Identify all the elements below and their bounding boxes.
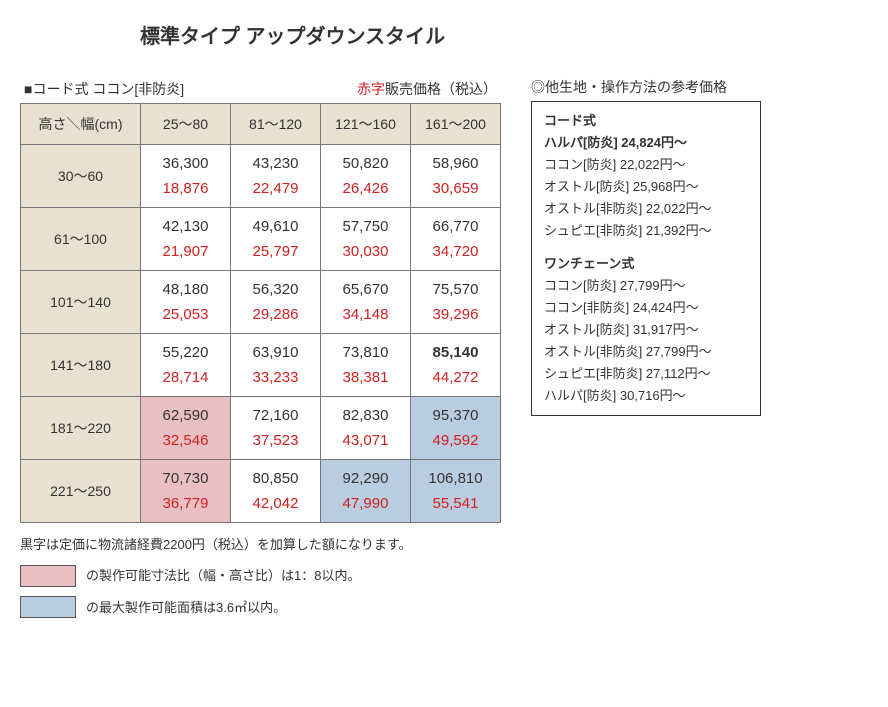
reference-box: コード式ハルパ[防炎] 24,824円～ ココン[防炎] 22,022円～ オス… [531, 101, 761, 416]
price-cell-black: 70,730 [141, 460, 231, 492]
row-header: 30～60 [21, 145, 141, 208]
row-header: 101～140 [21, 271, 141, 334]
price-cell-red: 21,907 [141, 239, 231, 271]
row-header: 141～180 [21, 334, 141, 397]
price-cell-red: 44,272 [411, 365, 501, 397]
col-header: 25～80 [141, 104, 231, 145]
price-cell-red: 36,779 [141, 491, 231, 523]
price-cell-black: 50,820 [321, 145, 411, 177]
price-cell-red: 32,546 [141, 428, 231, 460]
price-cell-red: 30,030 [321, 239, 411, 271]
price-cell-red: 22,479 [231, 176, 321, 208]
legend-swatch-pink [20, 565, 76, 587]
footnote: 黒字は定価に物流諸経費2200円（税込）を加算した額になります。 [20, 533, 501, 556]
price-cell-black: 66,770 [411, 208, 501, 240]
price-cell-black: 56,320 [231, 271, 321, 303]
col-header: 121～160 [321, 104, 411, 145]
ref-item: ハルパ[防炎] 24,824円～ [544, 132, 748, 154]
price-cell-red: 26,426 [321, 176, 411, 208]
price-cell-red: 25,797 [231, 239, 321, 271]
ref-item: オストル[非防炎] 27,799円～ [544, 341, 748, 363]
price-cell-black: 57,750 [321, 208, 411, 240]
row-header: 221～250 [21, 460, 141, 523]
price-cell-red: 33,233 [231, 365, 321, 397]
legend-blue-row: の最大製作可能面積は3.6㎡以内。 [20, 596, 501, 619]
price-cell-red: 34,720 [411, 239, 501, 271]
table-row: 221～25070,73080,85092,290106,810 [21, 460, 501, 492]
price-table: 高さ＼幅(cm) 25～80 81～120 121～160 161～200 30… [20, 103, 501, 523]
table-row: 141～18055,22063,91073,81085,140 [21, 334, 501, 366]
table-row: 181～22062,59072,16082,83095,370 [21, 397, 501, 429]
table-row: 30～6036,30043,23050,82058,960 [21, 145, 501, 177]
table-row: 61～10042,13049,61057,75066,770 [21, 208, 501, 240]
price-cell-red: 39,296 [411, 302, 501, 334]
price-cell-red: 49,592 [411, 428, 501, 460]
ref-group-head: ワンチェーン式 [544, 253, 748, 275]
price-cell-black: 106,810 [411, 460, 501, 492]
ref-item: オストル[非防炎] 22,022円～ [544, 198, 748, 220]
ref-item: ハルパ[防炎] 30,716円～ [544, 385, 748, 407]
reference-title: ◎他生地・操作方法の参考価格 [531, 77, 761, 97]
price-cell-black: 85,140 [411, 334, 501, 366]
legend-blue-text: の最大製作可能面積は3.6㎡以内。 [86, 596, 286, 619]
ref-item: ココン[防炎] 27,799円～ [544, 275, 748, 297]
ref-item: オストル[防炎] 31,917円～ [544, 319, 748, 341]
price-cell-black: 55,220 [141, 334, 231, 366]
ref-item: ココン[防炎] 22,022円～ [544, 154, 748, 176]
price-cell-red: 55,541 [411, 491, 501, 523]
price-cell-red: 28,714 [141, 365, 231, 397]
price-cell-black: 63,910 [231, 334, 321, 366]
price-cell-black: 82,830 [321, 397, 411, 429]
price-cell-black: 95,370 [411, 397, 501, 429]
page-title: 標準タイプ アップダウンスタイル [140, 20, 868, 49]
ref-item: シュピエ[非防炎] 27,112円～ [544, 363, 748, 385]
legend-pink-text: の製作可能寸法比（幅・高さ比）は1：8以内。 [86, 564, 360, 587]
price-cell-red: 30,659 [411, 176, 501, 208]
price-cell-red: 34,148 [321, 302, 411, 334]
price-cell-black: 43,230 [231, 145, 321, 177]
price-cell-red: 37,523 [231, 428, 321, 460]
row-header: 61～100 [21, 208, 141, 271]
legend-swatch-blue [20, 596, 76, 618]
ref-item: オストル[防炎] 25,968円～ [544, 176, 748, 198]
price-cell-black: 42,130 [141, 208, 231, 240]
header-row: 高さ＼幅(cm) 25～80 81～120 121～160 161～200 [21, 104, 501, 145]
price-cell-red: 25,053 [141, 302, 231, 334]
reference-section: ◎他生地・操作方法の参考価格 コード式ハルパ[防炎] 24,824円～ ココン[… [531, 77, 761, 416]
price-cell-black: 73,810 [321, 334, 411, 366]
price-cell-black: 48,180 [141, 271, 231, 303]
price-section: ■コード式 ココン[非防炎] 赤字販売価格（税込） 高さ＼幅(cm) 25～80… [20, 79, 501, 619]
price-cell-black: 65,670 [321, 271, 411, 303]
price-cell-black: 62,590 [141, 397, 231, 429]
price-cell-red: 43,071 [321, 428, 411, 460]
price-cell-black: 49,610 [231, 208, 321, 240]
price-cell-red: 38,381 [321, 365, 411, 397]
price-cell-black: 80,850 [231, 460, 321, 492]
price-cell-black: 58,960 [411, 145, 501, 177]
price-cell-black: 75,570 [411, 271, 501, 303]
price-cell-black: 36,300 [141, 145, 231, 177]
price-cell-black: 92,290 [321, 460, 411, 492]
row-header: 181～220 [21, 397, 141, 460]
price-cell-red: 42,042 [231, 491, 321, 523]
corner-header: 高さ＼幅(cm) [21, 104, 141, 145]
legend-pink-row: の製作可能寸法比（幅・高さ比）は1：8以内。 [20, 564, 501, 587]
price-cell-red: 47,990 [321, 491, 411, 523]
price-cell-black: 72,160 [231, 397, 321, 429]
col-header: 81～120 [231, 104, 321, 145]
ref-item: シュピエ[非防炎] 21,392円～ [544, 220, 748, 242]
ref-item: ココン[非防炎] 24,424円～ [544, 297, 748, 319]
price-cell-red: 29,286 [231, 302, 321, 334]
col-header: 161～200 [411, 104, 501, 145]
price-cell-red: 18,876 [141, 176, 231, 208]
table-row: 101～14048,18056,32065,67075,570 [21, 271, 501, 303]
table-label: ■コード式 ココン[非防炎] [24, 79, 184, 99]
ref-group-head: コード式 [544, 110, 748, 132]
price-note: 赤字販売価格（税込） [357, 79, 497, 99]
